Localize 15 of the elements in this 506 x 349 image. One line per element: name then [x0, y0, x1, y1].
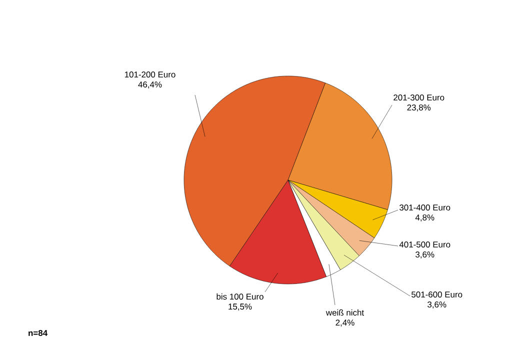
data-label: 15,5%: [228, 304, 252, 311]
slice-label: weiß nicht: [326, 309, 364, 316]
data-label: 3,6%: [428, 301, 446, 308]
text: n=84: [28, 330, 48, 336]
data-label: 3,6%: [416, 251, 434, 258]
data-label: 23,8%: [407, 104, 431, 112]
data-label: 4,8%: [415, 214, 434, 222]
slice-label: bis 100 Euro: [216, 293, 264, 300]
data-label: 46,4%: [138, 81, 162, 88]
slice-label: 201-300 Euro: [394, 94, 444, 101]
slice-label: 101-200 Euro: [124, 72, 176, 78]
slice-label: 301-400 Euro: [400, 204, 450, 211]
slice-label: 501-600 Euro: [412, 292, 462, 298]
slice-label: 401-500 Euro: [399, 242, 450, 248]
data-label: 2,4%: [336, 320, 354, 327]
